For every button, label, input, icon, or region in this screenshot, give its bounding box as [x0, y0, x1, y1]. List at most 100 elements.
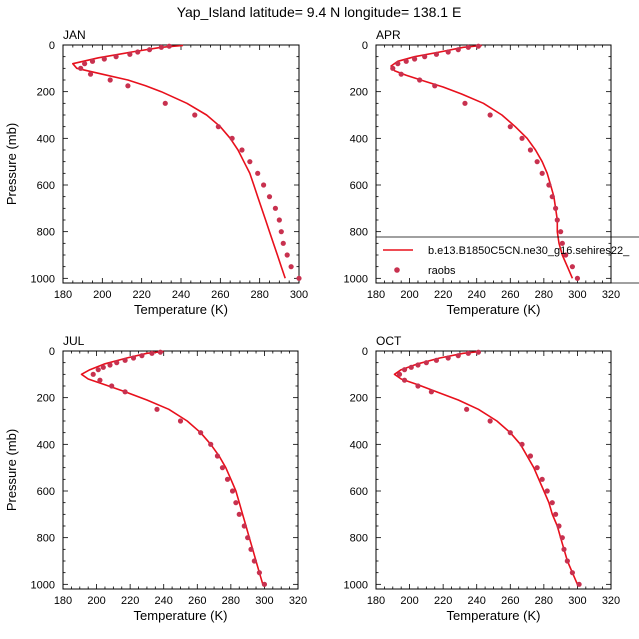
panel-title: APR	[376, 28, 401, 42]
raobs-point	[166, 43, 172, 49]
y-tick-label: 1000	[31, 273, 55, 285]
raobs-point	[423, 360, 429, 366]
x-tick-label: 300	[255, 595, 273, 607]
raobs-point	[527, 453, 534, 459]
x-axis-label: Temperature (K)	[447, 302, 541, 317]
raobs-point	[248, 546, 254, 552]
raobs-point	[101, 56, 107, 62]
raobs-point	[261, 581, 268, 587]
raobs-point	[576, 581, 582, 587]
x-tick-label: 180	[367, 595, 385, 607]
raobs-point	[154, 406, 160, 412]
x-tick-label: 320	[602, 595, 620, 607]
plot-frame	[62, 350, 299, 590]
y-tick-label: 800	[37, 227, 55, 239]
x-tick-label: 300	[568, 595, 586, 607]
raobs-point	[556, 523, 562, 529]
raobs-point	[546, 182, 552, 188]
raobs-point	[192, 112, 198, 118]
legend: b.e13.B1850C5CN.ne30_g16.sehires22_ raob…	[376, 236, 639, 284]
x-tick-label: 180	[54, 289, 72, 301]
raobs-point	[149, 350, 155, 356]
raobs-point	[87, 71, 94, 77]
raobs-point	[569, 570, 575, 576]
raobs-point	[90, 371, 96, 377]
x-tick-label: 280	[535, 595, 553, 607]
y-tick-label: 400	[37, 439, 55, 451]
raobs-point	[549, 500, 555, 506]
y-tick-label: 800	[37, 533, 55, 545]
y-axis-label: Pressure (mb)	[4, 429, 19, 511]
raobs-point	[432, 83, 438, 89]
model-profile-line	[393, 350, 579, 585]
figure-title: Yap_Island latitude= 9.4 N longitude= 13…	[177, 4, 462, 20]
raobs-point	[534, 159, 540, 165]
raobs-point	[558, 229, 564, 235]
x-tick-label: 280	[222, 595, 240, 607]
x-tick-label: 260	[188, 595, 206, 607]
x-tick-label: 280	[535, 289, 553, 301]
raobs-point	[401, 377, 408, 383]
raobs-point	[255, 170, 261, 176]
raobs-point	[266, 194, 273, 200]
x-tick-label: 280	[250, 289, 268, 301]
raobs-point	[428, 389, 434, 395]
raobs-point	[417, 77, 423, 83]
raobs-point	[487, 418, 493, 424]
raobs-point	[241, 523, 247, 529]
raobs-point	[139, 353, 145, 359]
y-tick-label: 0	[49, 346, 55, 358]
raobs-point	[412, 56, 418, 62]
x-tick-label: 240	[172, 289, 190, 301]
raobs-point	[527, 147, 534, 153]
raobs-point	[395, 61, 401, 67]
x-axis-label: Temperature (K)	[134, 302, 228, 317]
raobs-point	[401, 367, 408, 373]
raobs-point	[100, 364, 106, 370]
raobs-point	[559, 240, 565, 246]
y-tick-label: 200	[37, 87, 55, 99]
raobs-point	[95, 367, 101, 373]
y-axis-label: Pressure (mb)	[4, 123, 19, 205]
raobs-point	[475, 43, 481, 49]
raobs-point	[534, 465, 540, 471]
raobs-point	[561, 546, 567, 552]
panel-jan: JAN 180 200 220 240 260 280 300 0 200 400 600 800 100…	[4, 28, 308, 317]
x-axis-label: Temperature (K)	[134, 608, 228, 623]
x-tick-label: 240	[155, 595, 173, 607]
raobs-point	[288, 264, 294, 270]
raobs-point	[208, 441, 214, 447]
x-tick-label: 220	[132, 289, 150, 301]
raobs-point	[229, 135, 235, 141]
plot-frame	[62, 44, 300, 284]
raobs-point	[415, 362, 421, 368]
raobs-point	[398, 71, 404, 77]
raobs-point	[445, 355, 451, 361]
raobs-point	[125, 83, 131, 89]
raobs-point	[539, 476, 545, 482]
panel-oct: OCT 180 200 220 240 260 280 300 320 0 200 400 600 800…	[344, 334, 621, 623]
raobs-point	[549, 194, 555, 200]
x-tick-label: 260	[501, 289, 519, 301]
raobs-point	[553, 511, 559, 517]
raobs-point	[284, 252, 290, 258]
raobs-point	[519, 441, 525, 447]
raobs-point	[539, 170, 545, 176]
raobs-point	[559, 535, 565, 541]
panel-title: OCT	[376, 334, 402, 348]
raobs-point	[214, 453, 221, 459]
legend-raobs-marker	[394, 267, 400, 273]
raobs-point	[563, 252, 569, 258]
raobs-point	[113, 54, 119, 60]
x-tick-label: 200	[400, 289, 418, 301]
raobs-point	[433, 357, 440, 363]
x-tick-label: 320	[289, 595, 307, 607]
x-tick-label: 220	[434, 289, 452, 301]
raobs-point	[251, 558, 257, 564]
x-tick-label: 320	[602, 289, 620, 301]
raobs-point	[554, 217, 560, 223]
x-tick-label: 260	[211, 289, 229, 301]
raobs-point	[408, 364, 414, 370]
raobs-point	[236, 511, 242, 517]
